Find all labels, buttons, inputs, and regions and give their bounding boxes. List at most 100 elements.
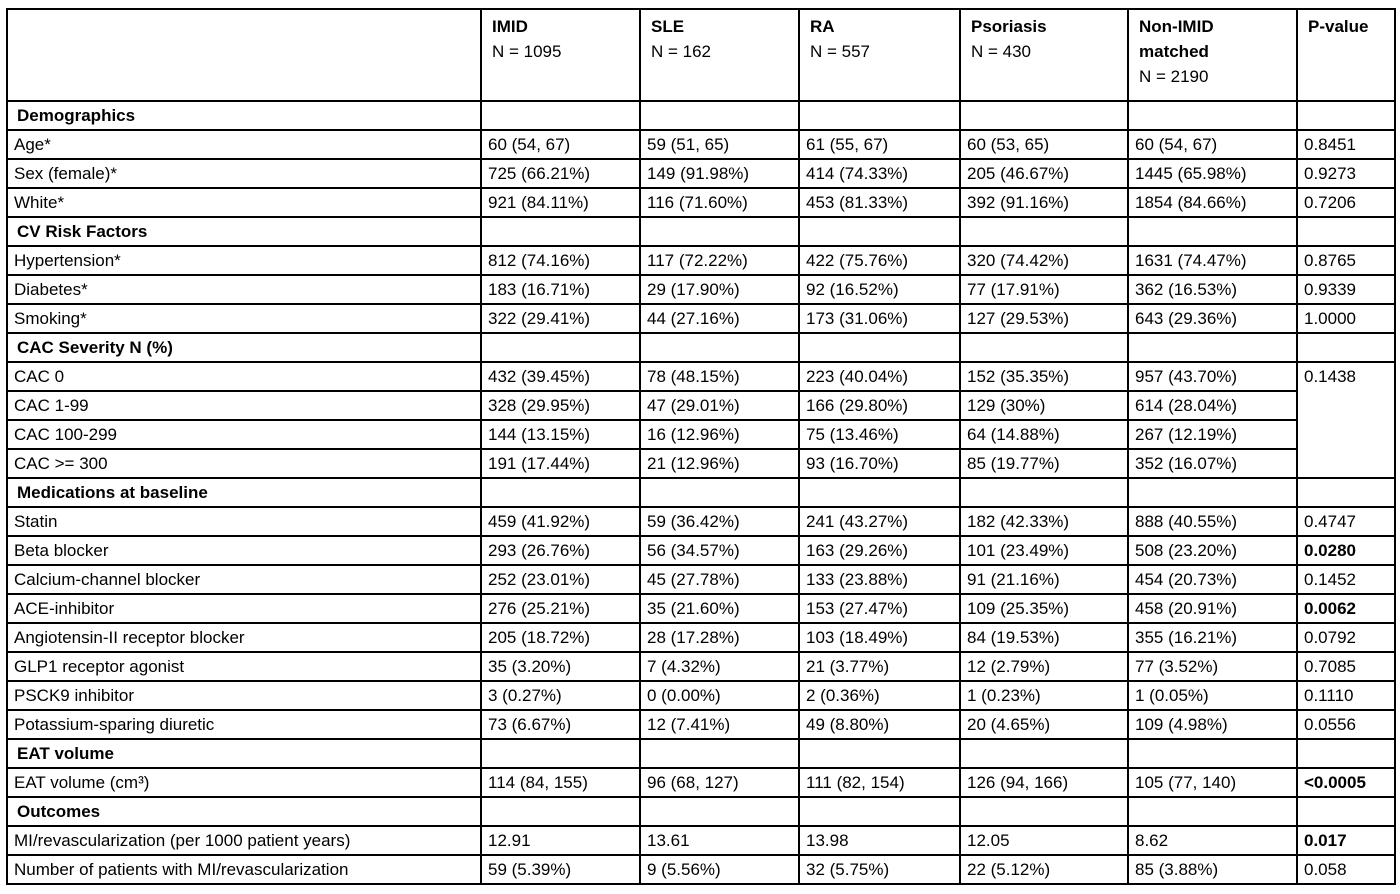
cell-value: 129 (30%)	[959, 390, 1129, 421]
table-row: Sex (female)* 725 (66.21%) 149 (91.98%) 414…	[6, 158, 1396, 189]
table-row: Statin 459 (41.92%) 59 (36.42%) 241 (43.27%…	[6, 506, 1396, 537]
cell-value: 725 (66.21%)	[480, 158, 641, 189]
cell-value: 16 (12.96%)	[639, 419, 800, 450]
column-header-sle: SLE N = 162	[639, 8, 800, 102]
cell-value: 432 (39.45%)	[480, 361, 641, 392]
cell-value: 149 (91.98%)	[639, 158, 800, 189]
section-row: Medications at baseline	[6, 477, 1396, 508]
cell-value: 153 (27.47%)	[798, 593, 961, 624]
p-value-cell	[1296, 796, 1396, 827]
cell-value: 75 (13.46%)	[798, 419, 961, 450]
cell-value: 322 (29.41%)	[480, 303, 641, 334]
cell-value: 888 (40.55%)	[1127, 506, 1298, 537]
cell-value: 21 (12.96%)	[639, 448, 800, 479]
cell-value	[480, 100, 641, 131]
cell-value: 957 (43.70%)	[1127, 361, 1298, 392]
cell-value: 1854 (84.66%)	[1127, 187, 1298, 218]
row-label: CAC 1-99	[6, 390, 482, 421]
p-value-cell	[1296, 100, 1396, 131]
cell-value: 91 (21.16%)	[959, 564, 1129, 595]
p-value-cell	[1296, 332, 1396, 363]
cell-value: 1 (0.05%)	[1127, 680, 1298, 711]
table-row: Age* 60 (54, 67) 59 (51, 65) 61 (55, 67) 60 …	[6, 129, 1396, 160]
cell-value: 117 (72.22%)	[639, 245, 800, 276]
row-label: Hypertension*	[6, 245, 482, 276]
section-row: Outcomes	[6, 796, 1396, 827]
table-row: Calcium-channel blocker 252 (23.01%) 45 (2…	[6, 564, 1396, 595]
table-row: Hypertension* 812 (74.16%) 117 (72.22%) 422…	[6, 245, 1396, 276]
cell-value: 355 (16.21%)	[1127, 622, 1298, 653]
row-label: Diabetes*	[6, 274, 482, 305]
row-label: Smoking*	[6, 303, 482, 334]
cell-value: 458 (20.91%)	[1127, 593, 1298, 624]
cell-value: 267 (12.19%)	[1127, 419, 1298, 450]
cell-value	[959, 100, 1129, 131]
section-label: Outcomes	[6, 796, 482, 827]
p-value-cell: 0.1452	[1296, 564, 1396, 595]
cell-value: 182 (42.33%)	[959, 506, 1129, 537]
cell-value: 12.91	[480, 825, 641, 856]
column-n: N = 2190	[1139, 67, 1209, 86]
cell-value: 116 (71.60%)	[639, 187, 800, 218]
cell-value	[798, 738, 961, 769]
p-value-cell	[1296, 477, 1396, 508]
cell-value	[639, 738, 800, 769]
section-label: Medications at baseline	[6, 477, 482, 508]
column-header-p-value: P-value	[1296, 8, 1396, 102]
cell-value	[480, 796, 641, 827]
cell-value: 276 (25.21%)	[480, 593, 641, 624]
p-value-cell: 0.4747	[1296, 506, 1396, 537]
cell-value: 223 (40.04%)	[798, 361, 961, 392]
cell-value: 22 (5.12%)	[959, 854, 1129, 885]
column-title: Psoriasis	[971, 17, 1047, 36]
cell-value: 392 (91.16%)	[959, 187, 1129, 218]
cell-value	[798, 216, 961, 247]
cell-value: 73 (6.67%)	[480, 709, 641, 740]
cell-value: 173 (31.06%)	[798, 303, 961, 334]
section-label: CAC Severity N (%)	[6, 332, 482, 363]
baseline-characteristics-table: IMID N = 1095 SLE N = 162 RA N = 557 Pso…	[6, 8, 1396, 885]
cell-value: 2 (0.36%)	[798, 680, 961, 711]
cell-value: 29 (17.90%)	[639, 274, 800, 305]
p-value-cell: 0.017	[1296, 825, 1396, 856]
header-row: IMID N = 1095 SLE N = 162 RA N = 557 Pso…	[6, 8, 1396, 102]
row-label: Calcium-channel blocker	[6, 564, 482, 595]
cell-value	[1127, 100, 1298, 131]
cell-value: 60 (53, 65)	[959, 129, 1129, 160]
cell-value: 241 (43.27%)	[798, 506, 961, 537]
row-label: Angiotensin-II receptor blocker	[6, 622, 482, 653]
table-row: CAC 100-299 144 (13.15%) 16 (12.96%) 75 (13…	[6, 419, 1395, 450]
table-row: Smoking* 322 (29.41%) 44 (27.16%) 173 (31.0…	[6, 303, 1396, 334]
cell-value: 13.61	[639, 825, 800, 856]
column-n: N = 1095	[492, 42, 562, 61]
cell-value: 0 (0.00%)	[639, 680, 800, 711]
column-title: P-value	[1308, 17, 1369, 36]
p-value-cell: 0.1438	[1296, 361, 1396, 479]
section-label: CV Risk Factors	[6, 216, 482, 247]
cell-value	[1127, 796, 1298, 827]
cell-value: 28 (17.28%)	[639, 622, 800, 653]
cell-value: 101 (23.49%)	[959, 535, 1129, 566]
cell-value: 414 (74.33%)	[798, 158, 961, 189]
row-label: White*	[6, 187, 482, 218]
cell-value: 13.98	[798, 825, 961, 856]
cell-value: 133 (23.88%)	[798, 564, 961, 595]
cell-value: 1445 (65.98%)	[1127, 158, 1298, 189]
table-row: EAT volume (cm³) 114 (84, 155) 96 (68, 127…	[6, 767, 1396, 798]
cell-value	[639, 216, 800, 247]
cell-value: 59 (5.39%)	[480, 854, 641, 885]
cell-value: 105 (77, 140)	[1127, 767, 1298, 798]
row-label: ACE-inhibitor	[6, 593, 482, 624]
table-row: CAC >= 300 191 (17.44%) 21 (12.96%) 93 (16.…	[6, 448, 1395, 479]
row-label: CAC >= 300	[6, 448, 482, 479]
cell-value: 205 (18.72%)	[480, 622, 641, 653]
cell-value: 144 (13.15%)	[480, 419, 641, 450]
p-value-cell: 0.058	[1296, 854, 1396, 885]
cell-value	[959, 738, 1129, 769]
cell-value: 12.05	[959, 825, 1129, 856]
p-value-cell: 1.0000	[1296, 303, 1396, 334]
table-row: Potassium-sparing diuretic 73 (6.67%) 12 (…	[6, 709, 1396, 740]
cell-value: 812 (74.16%)	[480, 245, 641, 276]
cell-value	[959, 796, 1129, 827]
